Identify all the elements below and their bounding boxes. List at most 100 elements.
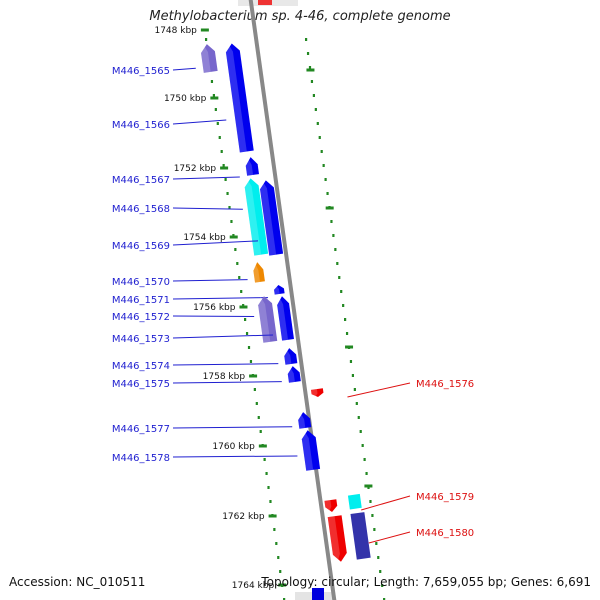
scale-major-tick bbox=[210, 96, 219, 100]
tick-dot bbox=[369, 500, 372, 503]
label-leader bbox=[368, 531, 411, 544]
tick-dot bbox=[306, 52, 310, 55]
gene-companion bbox=[347, 493, 362, 510]
tick-dot bbox=[359, 430, 362, 433]
scale-label: 1760 kbp bbox=[212, 442, 255, 452]
map-title: Methylobacterium sp. 4-46, complete geno… bbox=[149, 9, 451, 24]
gene-arrow bbox=[258, 296, 278, 343]
gene-m446_1567 bbox=[245, 157, 260, 176]
scale-label: 1756 kbp bbox=[193, 303, 236, 313]
label-leader bbox=[172, 279, 248, 282]
tick-dot bbox=[342, 304, 345, 307]
tick-dot bbox=[277, 556, 280, 559]
gene-arrow bbox=[301, 430, 321, 471]
tick-dot bbox=[371, 514, 374, 517]
tick-dot bbox=[230, 220, 233, 223]
gene-highlight bbox=[298, 412, 306, 429]
scale-major-tick bbox=[364, 484, 373, 488]
scale-major-tick bbox=[306, 68, 315, 72]
scale-major-tick bbox=[249, 374, 258, 378]
tick-dot bbox=[265, 472, 268, 475]
tick-dot bbox=[316, 122, 319, 125]
label-leader bbox=[172, 176, 240, 180]
gene-highlight bbox=[327, 516, 340, 563]
gene-highlight bbox=[284, 348, 292, 365]
tick-dot bbox=[312, 94, 315, 97]
gene-arrow bbox=[310, 388, 324, 397]
gene-arrow bbox=[245, 157, 260, 176]
gene-m446_1574 bbox=[284, 348, 298, 365]
scale-label: 1754 kbp bbox=[183, 233, 226, 243]
tick-dot bbox=[375, 542, 378, 545]
label-leader bbox=[172, 334, 274, 339]
gene-label: M446_1573 bbox=[112, 334, 170, 345]
scale-major-tick bbox=[345, 345, 354, 349]
tick-dot bbox=[259, 430, 262, 433]
tick-dot bbox=[326, 192, 329, 195]
label-leader bbox=[172, 381, 282, 384]
gene-label: M446_1567 bbox=[112, 175, 170, 186]
gene-highlight bbox=[225, 44, 247, 153]
gene-highlight bbox=[244, 178, 262, 256]
scale-label: 1764 kbp bbox=[232, 581, 275, 591]
label-leader bbox=[347, 382, 411, 398]
tick-dot bbox=[334, 248, 337, 251]
scale-major-tick bbox=[239, 305, 248, 309]
gene-m446_1570 bbox=[253, 262, 265, 283]
gene-highlight bbox=[277, 296, 289, 341]
scale-major-tick bbox=[200, 28, 209, 32]
label-leader bbox=[361, 495, 411, 511]
label-leader bbox=[172, 67, 196, 71]
tick-dot bbox=[279, 570, 282, 573]
tick-dot bbox=[255, 402, 258, 405]
tick-dot bbox=[332, 234, 335, 237]
tick-dot bbox=[228, 206, 231, 209]
gene-m446_1572 bbox=[258, 296, 278, 343]
gene-highlight bbox=[259, 180, 277, 256]
gene-label: M446_1579 bbox=[416, 492, 474, 503]
tick-dot bbox=[269, 500, 272, 503]
label-leader bbox=[172, 240, 259, 246]
tick-dot bbox=[263, 458, 266, 461]
tick-dot bbox=[240, 290, 243, 293]
tick-dot bbox=[377, 556, 380, 559]
scale-label: 1752 kbp bbox=[174, 164, 217, 174]
scale-label: 1758 kbp bbox=[203, 372, 246, 382]
tick-dot bbox=[212, 94, 215, 97]
gene-arrow bbox=[287, 366, 301, 383]
gene-highlight bbox=[310, 389, 318, 398]
tick-dot bbox=[224, 178, 227, 181]
gene-label: M446_1569 bbox=[112, 241, 170, 252]
gene-arrow bbox=[298, 412, 312, 429]
tick-dot bbox=[353, 388, 356, 391]
gene-m446_1566 bbox=[225, 43, 254, 153]
tick-dot bbox=[345, 332, 349, 335]
tick-dot bbox=[220, 150, 223, 153]
gene-label: M446_1577 bbox=[112, 424, 170, 435]
label-leader bbox=[172, 426, 293, 429]
gene-arrow bbox=[324, 499, 338, 512]
tick-dot bbox=[338, 276, 341, 279]
gene-m446_1576 bbox=[310, 388, 324, 398]
tick-dot bbox=[318, 136, 321, 139]
tick-dot bbox=[351, 374, 355, 377]
tick-dot bbox=[245, 332, 249, 335]
gene-label: M446_1571 bbox=[112, 295, 170, 306]
scale-major-tick bbox=[325, 206, 334, 210]
tick-dot bbox=[214, 108, 217, 111]
gene-label: M446_1576 bbox=[416, 379, 474, 390]
tick-dot bbox=[222, 164, 225, 167]
tick-dot bbox=[218, 136, 221, 139]
tick-dot bbox=[361, 444, 364, 447]
gene-arrow bbox=[327, 515, 347, 562]
tick-dot bbox=[234, 248, 237, 251]
tick-dot bbox=[330, 220, 333, 223]
topology-label: Topology: circular; Length: 7,659,055 bp… bbox=[261, 575, 591, 589]
tick-dot bbox=[340, 290, 343, 293]
tick-dot bbox=[357, 416, 360, 419]
tick-dot bbox=[275, 542, 278, 545]
gene-arrow bbox=[284, 348, 298, 365]
tick-dot bbox=[314, 108, 317, 111]
scale-label: 1762 kbp bbox=[222, 512, 265, 522]
